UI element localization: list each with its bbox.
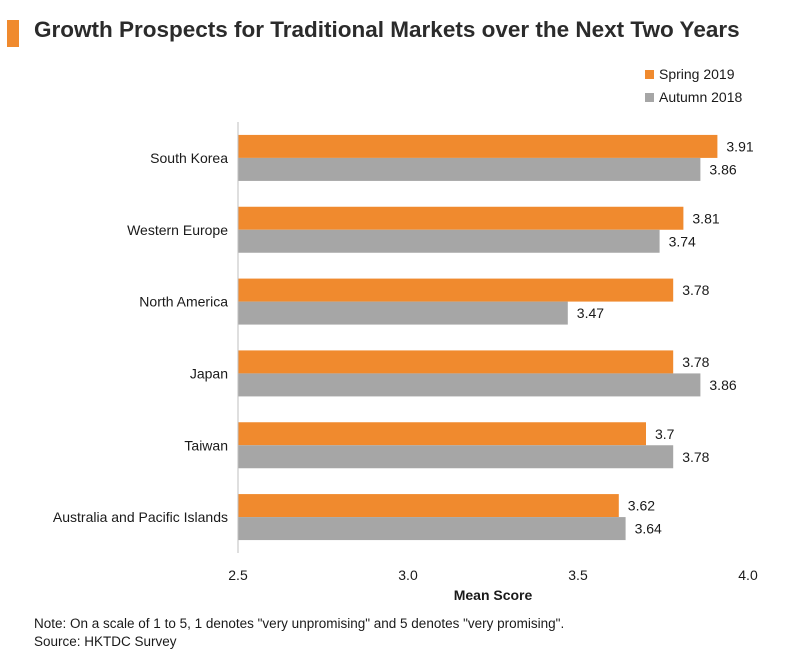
title-accent-bar	[7, 20, 19, 47]
data-label-spring-2019-japan: 3.78	[682, 354, 709, 370]
source-note: Source: HKTDC Survey	[34, 634, 177, 649]
bar-autumn-2018-western-europe	[238, 229, 660, 253]
data-label-autumn-2018-north-america: 3.47	[577, 305, 604, 321]
data-label-autumn-2018-south-korea: 3.86	[709, 161, 736, 177]
category-label-western-europe: Western Europe	[127, 222, 228, 238]
legend-label-autumn-2018: Autumn 2018	[659, 89, 742, 105]
chart-title: Growth Prospects for Traditional Markets…	[34, 17, 740, 42]
bar-autumn-2018-japan	[238, 373, 701, 397]
legend: Spring 2019 Autumn 2018	[645, 66, 742, 105]
legend-swatch-spring-2019	[645, 70, 654, 79]
bar-spring-2019-south-korea	[238, 134, 718, 158]
data-label-spring-2019-australia-and-pacific-islands: 3.62	[628, 498, 655, 514]
data-label-autumn-2018-taiwan: 3.78	[682, 449, 709, 465]
axes: South Korea Western Europe North America Ja…	[53, 122, 758, 603]
x-tick-label-3-5: 3.5	[568, 567, 588, 583]
data-label-spring-2019-taiwan: 3.7	[655, 426, 675, 442]
x-axis-title: Mean Score	[454, 587, 533, 603]
category-label-australia-and-pacific-islands: Australia and Pacific Islands	[53, 509, 228, 525]
bar-autumn-2018-australia-and-pacific-islands	[238, 517, 626, 541]
x-tick-label-3-0: 3.0	[398, 567, 418, 583]
category-label-north-america: North America	[139, 294, 228, 310]
data-label-spring-2019-south-korea: 3.91	[726, 138, 753, 154]
bar-spring-2019-western-europe	[238, 206, 684, 230]
bar-spring-2019-japan	[238, 350, 674, 374]
bar-spring-2019-australia-and-pacific-islands	[238, 494, 619, 518]
bar-autumn-2018-south-korea	[238, 157, 701, 181]
data-label-autumn-2018-australia-and-pacific-islands: 3.64	[635, 521, 662, 537]
legend-label-spring-2019: Spring 2019	[659, 66, 735, 82]
bars: 3.913.863.813.743.783.473.783.863.73.783…	[238, 134, 754, 541]
bar-chart: Spring 2019 Autumn 2018 3.91 3.86 3.81 3.74 3…	[53, 66, 758, 603]
data-label-autumn-2018-japan: 3.86	[709, 377, 736, 393]
bar-spring-2019-north-america	[238, 278, 674, 302]
x-tick-label-4-0: 4.0	[738, 567, 758, 583]
bar-spring-2019-taiwan	[238, 422, 646, 446]
category-label-japan: Japan	[190, 365, 228, 381]
category-label-taiwan: Taiwan	[184, 437, 228, 453]
category-label-south-korea: South Korea	[150, 150, 228, 166]
data-label-spring-2019-north-america: 3.78	[682, 282, 709, 298]
bar-autumn-2018-north-america	[238, 301, 568, 325]
x-tick-label-2-5: 2.5	[228, 567, 248, 583]
legend-swatch-autumn-2018	[645, 93, 654, 102]
bar-autumn-2018-taiwan	[238, 445, 674, 469]
data-label-autumn-2018-western-europe: 3.74	[669, 233, 696, 249]
data-label-spring-2019-western-europe: 3.81	[692, 210, 719, 226]
footnote: Note: On a scale of 1 to 5, 1 denotes "v…	[34, 616, 565, 631]
